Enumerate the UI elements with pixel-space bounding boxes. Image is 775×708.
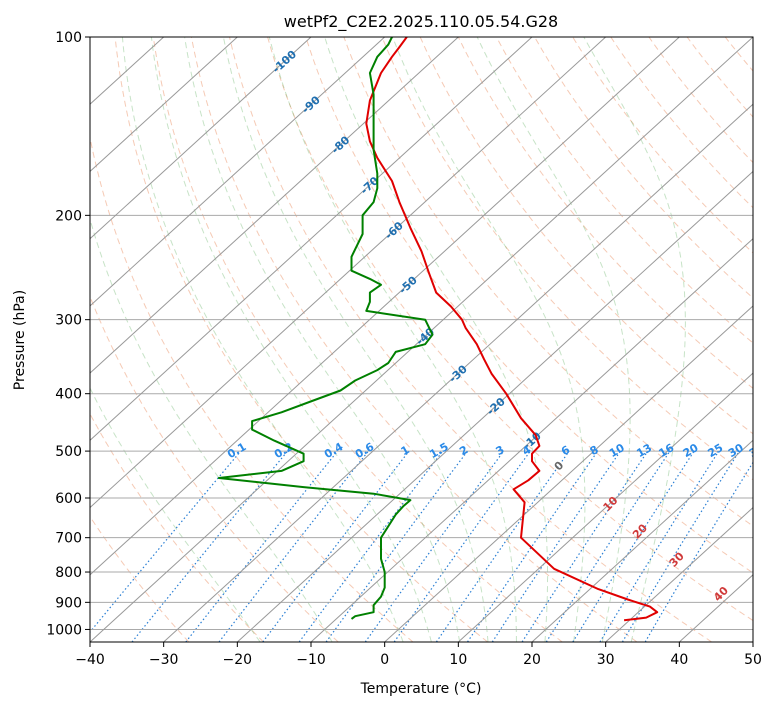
dry-adiabat-line (343, 37, 753, 527)
x-tick-label: 20 (523, 652, 541, 668)
mixing-ratio-line (467, 450, 599, 642)
isotherm-line (531, 439, 753, 642)
mixing-ratio-lines (90, 450, 753, 642)
moist-adiabat-line (268, 37, 517, 642)
isotherm-line (90, 37, 386, 307)
x-tick-label: −20 (223, 652, 253, 668)
mixing-ratio-line (218, 450, 369, 642)
isotherm-line (90, 37, 607, 509)
dry-adiabat-line (90, 412, 264, 642)
plot-frame (89, 36, 754, 643)
mixing-ratio-line (393, 450, 531, 642)
y-tick-label: 100 (55, 30, 82, 46)
x-tick-label: 40 (670, 652, 688, 668)
mixing-ratio-line (572, 450, 695, 642)
dry-adiabat-line (534, 37, 753, 299)
x-tick-label: 0 (380, 652, 389, 668)
profile-series (217, 37, 659, 622)
dry-adiabat-line (419, 37, 753, 435)
y-tick-label: 900 (55, 595, 82, 611)
isotherm-line (90, 37, 533, 442)
x-axis-title: Temperature (°C) (360, 681, 482, 697)
y-axis-title: Pressure (hPa) (12, 290, 28, 390)
x-tick-label: 50 (744, 652, 762, 668)
isotherm-line (90, 37, 238, 173)
mixing-ratio-label: 36 (747, 441, 767, 460)
dry-adiabat-line (90, 135, 414, 642)
x-axis-ticks: −40 −30 −20 −10 0 10 20 30 40 50 (75, 642, 762, 668)
moist-adiabat-line (150, 37, 432, 642)
dry-adiabat-line (152, 37, 563, 642)
moist-adiabat-line (583, 37, 686, 642)
isotherm-line (90, 37, 312, 240)
plot-area: -100-90-80-70-60-50-40-30-20-10 0.1 0.2 0.… (90, 37, 767, 642)
moist-adiabat-line (90, 387, 261, 642)
isotherm-line (384, 305, 753, 642)
isotherm-line (457, 372, 753, 642)
dry-adiabat-line (229, 37, 712, 642)
moist-adiabat-line (392, 37, 586, 642)
y-axis-ticks: 100 200 300 400 500 600 700 800 900 1000 (46, 30, 90, 638)
x-tick-label: −10 (296, 652, 326, 668)
dry-adiabat-line (305, 37, 753, 574)
moist-adiabat-line (324, 37, 549, 642)
x-tick-label: 10 (449, 652, 467, 668)
series-line-1 (365, 37, 659, 622)
isotherm-line (310, 237, 753, 642)
moist-adiabat-line (184, 37, 461, 642)
mixing-ratio-line (435, 450, 570, 642)
isotherm-line (236, 170, 753, 642)
mixing-ratio-line (364, 450, 505, 642)
dry-adiabat-line (90, 515, 190, 642)
dry-adiabat-line (190, 37, 638, 642)
x-tick-label: −40 (75, 652, 105, 668)
y-tick-label: 500 (55, 444, 82, 460)
moist-adiabats (90, 37, 686, 642)
chart-title: wetPf2_C2E2.2025.110.05.54.G28 (284, 12, 558, 32)
isotherm-line (163, 103, 753, 642)
dry-adiabat-line (114, 37, 488, 642)
moist-adiabat-line (222, 37, 489, 642)
y-tick-label: 400 (55, 387, 82, 403)
dry-adiabat-line (495, 37, 753, 344)
y-tick-label: 600 (55, 491, 82, 507)
isotherm-line (90, 37, 680, 576)
y-tick-label: 200 (55, 208, 82, 224)
isotherm-line (90, 37, 459, 374)
mixing-ratio-line (90, 450, 242, 633)
dry-adiabat-line (457, 37, 753, 389)
mixing-ratio-line (521, 450, 649, 642)
x-tick-label: −30 (149, 652, 179, 668)
moist-adiabat-line (90, 217, 333, 642)
moist-adiabat-line (476, 37, 631, 642)
x-tick-label: 30 (597, 652, 615, 668)
isotherm-lines (90, 37, 753, 642)
y-tick-label: 700 (55, 531, 82, 547)
isotherm-line (605, 506, 753, 642)
mixing-ratio-line (262, 450, 410, 642)
series-line-2 (217, 37, 434, 620)
y-tick-label: 300 (55, 313, 82, 329)
dry-adiabat-line (381, 37, 753, 481)
y-tick-label: 800 (55, 565, 82, 581)
moist-adiabat-line (121, 37, 404, 642)
y-tick-label: 1000 (46, 622, 82, 638)
dry-adiabat-line (267, 37, 753, 622)
isotherm-line (90, 37, 753, 642)
mixing-ratio-line (491, 450, 621, 642)
